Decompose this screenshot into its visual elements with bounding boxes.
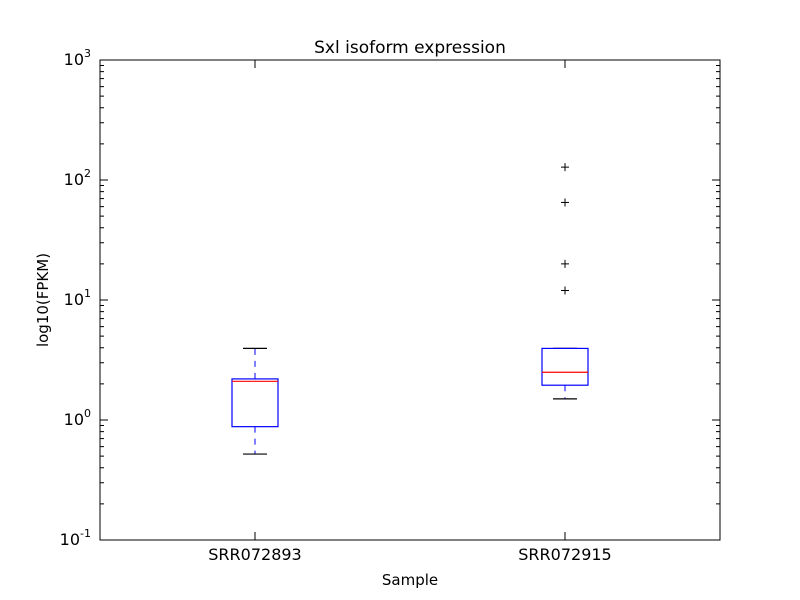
- y-tick-label-base: 10: [64, 170, 84, 189]
- box-iqr: [231, 378, 279, 428]
- y-tick-label: 102: [64, 167, 91, 189]
- plot-area-frame: [99, 59, 721, 541]
- chart-title: Sxl isoform expression: [314, 38, 506, 58]
- y-tick-label-exponent: 2: [84, 167, 91, 180]
- y-tick-label-base: 10: [64, 410, 84, 429]
- y-tick-label-exponent: 0: [84, 407, 91, 420]
- box-iqr: [541, 347, 589, 386]
- y-tick-label-base: 10: [60, 530, 80, 549]
- outlier-marker: [561, 163, 569, 172]
- y-tick-label: 101: [64, 287, 91, 309]
- y-tick-label-base: 10: [64, 290, 84, 309]
- y-tick-label-exponent: 1: [84, 287, 91, 300]
- box-group: [231, 347, 279, 455]
- box-group: [541, 163, 589, 400]
- outlier-marker: [561, 259, 569, 268]
- y-axis-label: log10(FPKM): [34, 253, 52, 347]
- y-tick-label-exponent: 3: [84, 47, 91, 60]
- x-tick-label: SRR072893: [208, 545, 301, 564]
- outlier-marker: [561, 198, 569, 207]
- x-tick-label: SRR072915: [518, 545, 611, 564]
- y-tick-label: 103: [64, 47, 91, 69]
- box-series: [231, 163, 589, 455]
- outlier-marker: [561, 286, 569, 295]
- y-tick-label-exponent: -1: [80, 527, 91, 540]
- x-axis-label: Sample: [382, 571, 438, 589]
- y-tick-label: 100: [64, 407, 91, 429]
- y-tick-label: 10-1: [60, 527, 91, 549]
- y-tick-label-base: 10: [64, 50, 84, 69]
